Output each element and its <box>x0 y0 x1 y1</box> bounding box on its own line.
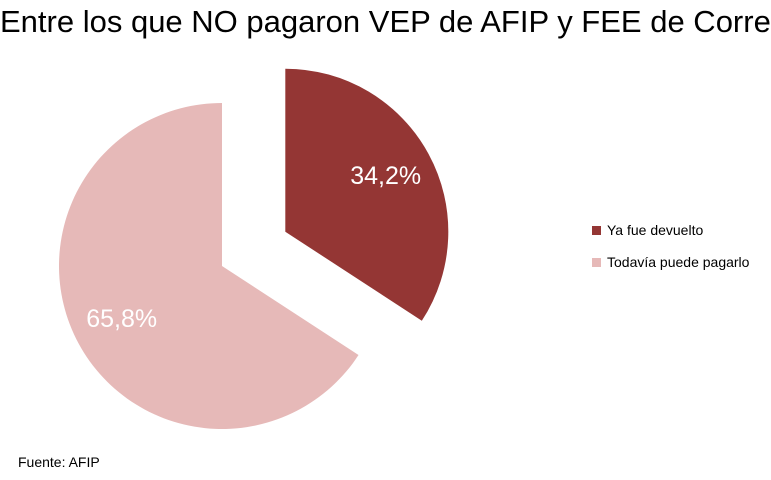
pie-slice-0 <box>285 68 449 321</box>
data-label-0: 34,2% <box>350 162 421 190</box>
pie-slice-1 <box>58 102 359 429</box>
legend-swatch-puede-pagarlo <box>592 257 601 267</box>
legend-label-devuelto: Ya fue devuelto <box>607 222 704 238</box>
legend-label-puede-pagarlo: Todavía puede pagarlo <box>607 254 750 270</box>
chart-title: Entre los que NO pagaron VEP de AFIP y F… <box>0 4 771 39</box>
legend-item-puede-pagarlo: Todavía puede pagarlo <box>592 252 749 272</box>
source-note: Fuente: AFIP <box>18 454 100 470</box>
legend-item-devuelto: Ya fue devuelto <box>592 220 749 240</box>
legend-swatch-devuelto <box>592 225 601 235</box>
chart-legend: Ya fue devuelto Todavía puede pagarlo <box>592 220 749 284</box>
data-label-1: 65,8% <box>86 305 157 333</box>
